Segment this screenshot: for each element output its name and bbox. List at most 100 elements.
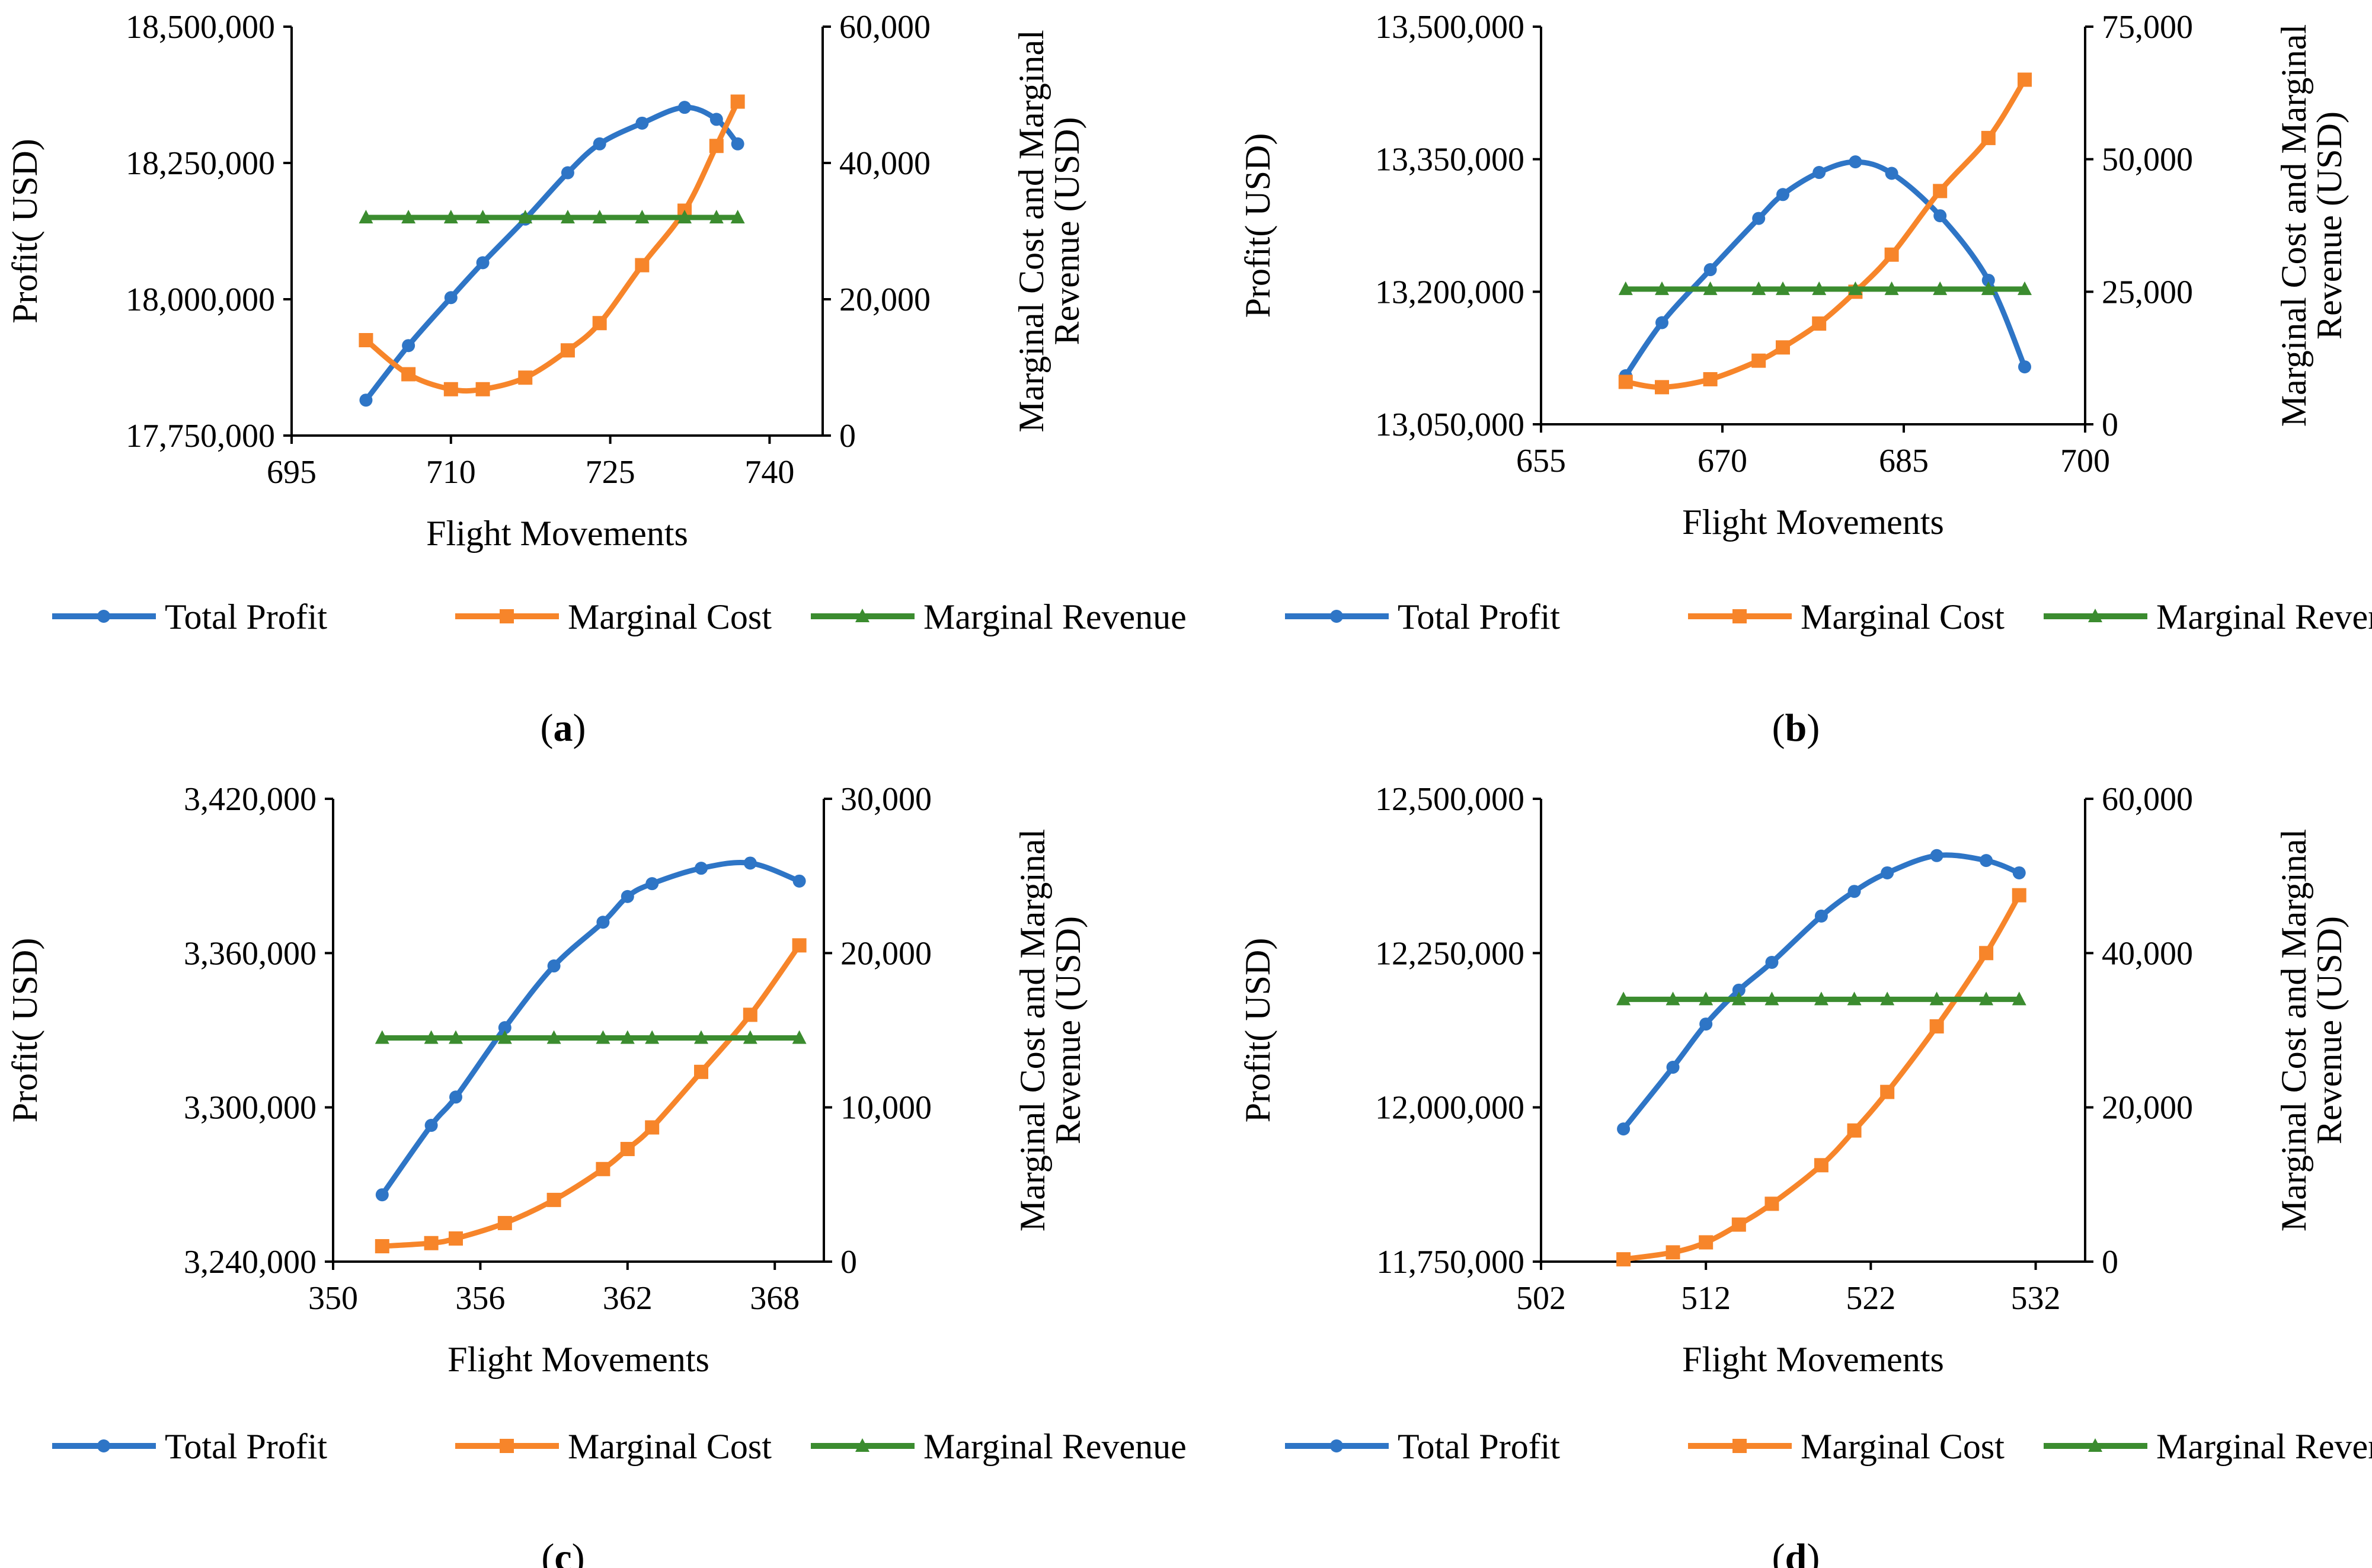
x-tick-label: 700	[2060, 443, 2110, 479]
total-profit-point	[596, 916, 610, 929]
x-tick-label: 695	[267, 454, 317, 491]
left-y-tick-label: 13,200,000	[1375, 274, 1524, 311]
marginal-cost-point	[709, 139, 724, 153]
panel-label: (c)	[541, 1536, 584, 1568]
right-y-tick-label: 40,000	[2102, 935, 2193, 972]
marginal-cost-point	[730, 94, 745, 109]
right-y-axis-title-line2: Revenue (USD)	[1048, 916, 1088, 1144]
panel-label-part: (	[541, 706, 554, 750]
marginal-cost-point	[2018, 72, 2032, 87]
right-y-tick-label: 0	[2102, 1244, 2118, 1281]
marginal-cost-point	[1933, 184, 1948, 199]
marginal-cost-point	[443, 382, 458, 396]
marginal-cost-point	[359, 333, 373, 347]
right-y-axis-title-line2: Revenue (USD)	[2310, 916, 2349, 1144]
marginal-cost-point	[497, 1215, 512, 1230]
right-y-axis-title-line2: Revenue (USD)	[2310, 111, 2349, 340]
right-y-tick-label: 60,000	[839, 9, 931, 46]
marginal-cost-point	[1731, 1217, 1746, 1232]
marginal-cost-point	[743, 1007, 757, 1022]
marginal-revenue-point	[1929, 991, 1944, 1006]
marginal-revenue-point	[1812, 281, 1827, 295]
total-profit-point	[1930, 849, 1943, 862]
x-tick-label: 685	[1879, 443, 1929, 479]
marginal-cost-point	[1814, 1158, 1828, 1173]
right-y-tick-label: 0	[840, 1244, 857, 1281]
marginal-revenue-point	[449, 1030, 463, 1044]
left-y-tick-label: 11,750,000	[1376, 1244, 1524, 1281]
total-profit-point	[449, 1090, 462, 1104]
marginal-cost-point	[1764, 1196, 1779, 1211]
total-profit-point	[645, 877, 659, 891]
marginal-revenue-point	[694, 1030, 708, 1044]
marginal-cost-point	[694, 1064, 708, 1079]
panel-label: (d)	[1772, 1536, 1820, 1568]
marginal-cost-point	[1847, 1123, 1862, 1138]
marginal-revenue-point	[592, 210, 607, 223]
marginal-revenue-point	[560, 210, 575, 223]
marginal-revenue-point	[1847, 991, 1862, 1006]
total-profit-point	[1814, 909, 1828, 923]
marginal-revenue-point	[1880, 991, 1895, 1006]
x-axis-title: Flight Movements	[447, 1340, 709, 1379]
panel-label: (b)	[1772, 706, 1820, 750]
panel-label-part: )	[573, 706, 586, 750]
x-tick-label: 670	[1698, 443, 1747, 479]
marginal-cost-line	[379, 942, 803, 1249]
left-y-tick-label: 3,240,000	[184, 1244, 317, 1281]
legend-marker-marginal-revenue	[855, 1438, 869, 1452]
marginal-revenue-point	[546, 1030, 561, 1044]
legend-label-marginal-cost: Marginal Cost	[568, 1427, 772, 1466]
marginal-cost-point	[1751, 353, 1766, 368]
legend-marker-marginal-revenue	[855, 609, 869, 622]
legend-label-marginal-cost: Marginal Cost	[1801, 597, 2005, 636]
x-tick-label: 350	[308, 1280, 358, 1317]
left-y-tick-label: 13,050,000	[1375, 407, 1524, 443]
total-profit-point	[1666, 1060, 1680, 1074]
right-y-tick-label: 40,000	[839, 145, 931, 182]
marginal-revenue-point	[1981, 281, 1996, 295]
right-y-tick-label: 50,000	[2102, 142, 2193, 178]
total-profit-point	[1980, 854, 1993, 868]
right-y-tick-label: 20,000	[840, 935, 932, 972]
marginal-cost-point	[792, 938, 807, 953]
chart-panel-c: 3,240,000 3,300,000 3,360,000 3,420,000 0 10,…	[5, 781, 1187, 1568]
left-y-tick-label: 3,300,000	[184, 1090, 317, 1127]
marginal-revenue-point	[518, 210, 533, 223]
legend-marker-marginal-cost	[500, 609, 514, 623]
total-profit-point	[561, 166, 574, 180]
chart-panel-a: 17,750,000 18,000,000 18,250,000 18,500,000…	[5, 9, 1187, 750]
marginal-cost-point	[1884, 247, 1899, 262]
total-profit-point	[2018, 360, 2031, 374]
x-tick-label: 356	[455, 1280, 505, 1317]
marginal-cost-point	[1699, 1235, 1714, 1250]
marginal-revenue-point	[1884, 281, 1899, 295]
left-y-tick-label: 12,500,000	[1375, 781, 1524, 818]
panel-label-part: )	[572, 1536, 585, 1568]
legend-marker-marginal-cost	[500, 1439, 514, 1453]
left-y-tick-label: 3,360,000	[184, 935, 317, 972]
total-profit-point	[593, 137, 606, 151]
right-y-tick-label: 20,000	[2102, 1090, 2193, 1127]
marginal-revenue-point	[1751, 281, 1766, 295]
x-axis-title: Flight Movements	[1682, 1340, 1944, 1379]
left-y-axis-title: Profit( USD)	[1238, 133, 1277, 318]
marginal-revenue-point	[730, 210, 745, 223]
total-profit-point	[678, 101, 692, 114]
x-tick-label: 522	[1846, 1280, 1895, 1317]
right-y-tick-label: 75,000	[2102, 9, 2193, 46]
total-profit-point	[1732, 983, 1746, 997]
marginal-revenue-point	[635, 210, 650, 223]
marginal-cost-point	[596, 1161, 610, 1176]
marginal-revenue-point	[1616, 991, 1631, 1006]
right-y-axis-title-line1: Marginal Cost and Marginal	[2274, 24, 2313, 427]
panel-label-part: d	[1785, 1536, 1807, 1568]
marginal-cost-point	[449, 1231, 463, 1246]
marginal-cost-point	[560, 343, 575, 358]
marginal-cost-point	[1929, 1019, 1944, 1033]
total-profit-point	[2012, 866, 2026, 879]
marginal-cost-point	[424, 1236, 439, 1250]
marginal-revenue-point	[743, 1030, 757, 1044]
total-profit-point	[1933, 209, 1947, 223]
total-profit-point	[476, 256, 490, 270]
